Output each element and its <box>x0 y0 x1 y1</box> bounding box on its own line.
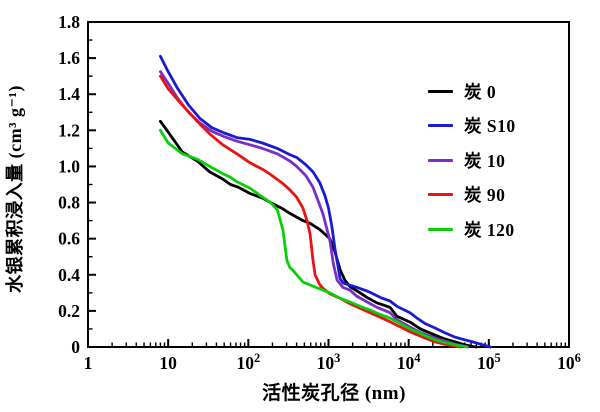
y-tick-label: 0.8 <box>58 193 80 213</box>
y-tick-label: 1.4 <box>58 84 80 104</box>
legend-label-tan-0: 炭 0 <box>464 81 497 102</box>
x-tick-label: 10 <box>159 353 177 373</box>
y-tick-label: 0.6 <box>58 229 80 249</box>
series-curve-0 <box>159 119 478 349</box>
legend-label-tan-120: 炭 120 <box>464 219 515 240</box>
legend: 炭 0 炭 S10 炭 10 炭 90 炭 120 <box>428 74 516 247</box>
x-tick-label: 103 <box>317 351 341 373</box>
y-tick-label: 0.2 <box>58 301 80 321</box>
y-tick-label: 0.4 <box>58 265 80 285</box>
y-tick-label: 1.0 <box>58 156 80 176</box>
legend-swatch-tan-10 <box>428 158 453 162</box>
x-tick-label: 106 <box>557 351 581 373</box>
x-axis-title: 活性炭孔径 (nm) <box>262 383 406 404</box>
legend-item-tan-120: 炭 120 <box>428 212 516 247</box>
legend-label-tan-90: 炭 90 <box>464 185 506 206</box>
series-curve-1 <box>159 54 492 349</box>
legend-label-tan-10: 炭 10 <box>464 150 506 171</box>
legend-swatch-tan-120 <box>428 227 453 231</box>
x-tick-label: 104 <box>397 351 422 373</box>
legend-item-tan-90: 炭 90 <box>428 178 516 213</box>
series-curve-3 <box>159 74 462 349</box>
x-tick-label: 102 <box>236 351 260 373</box>
y-axis-title: 水银累积浸入量 (cm³ g⁻¹) <box>5 85 25 293</box>
series-curve-4 <box>159 128 469 349</box>
legend-swatch-tan-0 <box>428 89 453 93</box>
legend-item-tan-s10: 炭 S10 <box>428 109 516 144</box>
legend-swatch-tan-90 <box>428 193 453 197</box>
x-tick-label: 1 <box>84 353 93 373</box>
legend-item-tan-0: 炭 0 <box>428 74 516 109</box>
y-tick-label: 1.2 <box>58 120 80 140</box>
y-tick-label: 0 <box>71 337 80 357</box>
legend-label-tan-s10: 炭 S10 <box>464 116 516 137</box>
x-tick-label: 105 <box>477 351 501 373</box>
y-tick-label: 1.8 <box>58 12 80 32</box>
legend-item-tan-10: 炭 10 <box>428 143 516 178</box>
legend-swatch-tan-s10 <box>428 124 453 128</box>
series-curve-2 <box>159 70 470 349</box>
y-tick-label: 1.6 <box>58 48 80 68</box>
